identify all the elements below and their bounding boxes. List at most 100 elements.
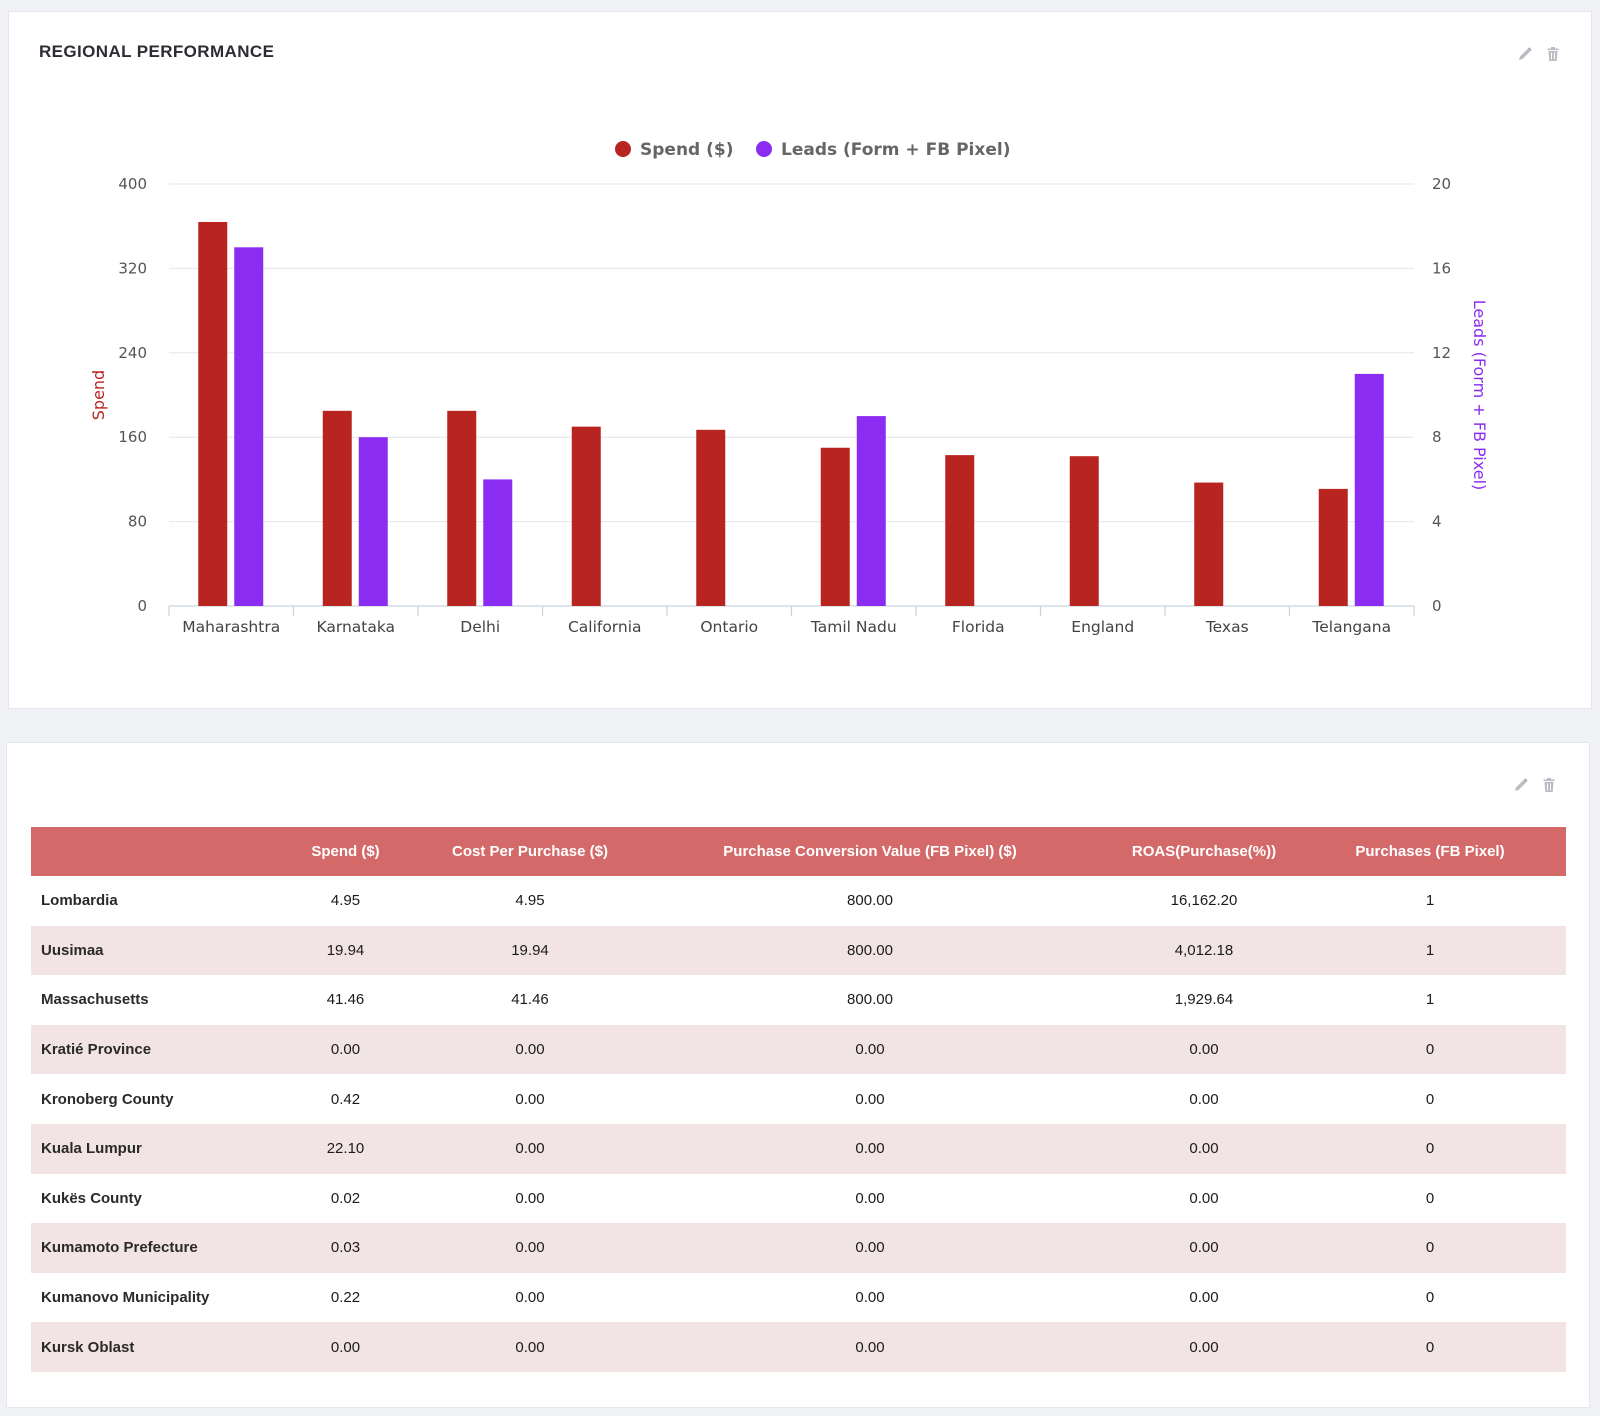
column-header[interactable]: Purchase Conversion Value (FB Pixel) ($) (626, 827, 1114, 876)
column-header[interactable] (31, 827, 257, 876)
table-cell: 41.46 (434, 975, 626, 1025)
table-cell: 0.00 (434, 1272, 626, 1323)
y-left-tick-label: 400 (118, 175, 147, 193)
x-category-label: Telangana (1311, 618, 1391, 636)
spend-bar (945, 455, 975, 606)
table-cell: 0.00 (434, 1074, 626, 1124)
table-row: Massachusetts 41.46 41.46 800.00 1,929.64 1 (31, 975, 1566, 1025)
table-cell: 0.00 (626, 1123, 1114, 1174)
table-header-row: Spend ($) Cost Per Purchase ($) Purchase… (31, 827, 1566, 876)
x-category-label: California (568, 618, 642, 636)
table-cell: 0.00 (257, 1322, 434, 1372)
spend-bar (1318, 488, 1348, 606)
legend-spend-marker (615, 141, 631, 157)
column-header[interactable]: Cost Per Purchase ($) (434, 827, 626, 876)
leads-bar (358, 437, 388, 606)
x-category-label: Maharashtra (182, 618, 280, 636)
y-right-axis-title: Leads (Form + FB Pixel) (1470, 300, 1489, 491)
x-category-label: Delhi (460, 618, 500, 636)
table-cell: 0.22 (257, 1272, 434, 1323)
table-cell: 4,012.18 (1114, 925, 1294, 976)
region-name-cell: Kuala Lumpur (31, 1123, 257, 1174)
table-cell: 4.95 (434, 876, 626, 926)
table-cell: 0.00 (434, 1024, 626, 1075)
x-category-label: Ontario (700, 618, 758, 636)
legend-leads-marker (756, 141, 772, 157)
table-cell: 800.00 (626, 925, 1114, 976)
x-category-label: England (1071, 618, 1134, 636)
table-cell: 0.00 (1114, 1173, 1294, 1224)
table-cell: 0.42 (257, 1074, 434, 1124)
table-cell: 1,929.64 (1114, 975, 1294, 1025)
bar-chart: 0 80 160 240 320 400 0 4 8 12 16 20 Maharashtra Karna… (89, 140, 1489, 636)
table-cell: 0.00 (626, 1223, 1114, 1273)
regional-performance-card: REGIONAL PERFORMANCE 0 80 160 240 320 400 0 4 8 1… (8, 11, 1592, 709)
table-cell: 0.00 (1114, 1123, 1294, 1174)
table-cell: 0.00 (434, 1173, 626, 1224)
table-cell: 0.00 (434, 1223, 626, 1273)
table-cell: 0 (1294, 1322, 1566, 1372)
table-cell: 0.00 (626, 1272, 1114, 1323)
table-cell: 0.00 (257, 1024, 434, 1075)
spend-bar (447, 410, 477, 606)
y-left-axis-title: Spend (89, 370, 108, 420)
region-table-card: Spend ($) Cost Per Purchase ($) Purchase… (6, 742, 1590, 1408)
region-name-cell: Kronoberg County (31, 1074, 257, 1124)
card-tools (1517, 46, 1561, 62)
y-left-tick-label: 160 (118, 428, 147, 446)
y-left-tick-label: 240 (118, 344, 147, 362)
region-data-table: Spend ($) Cost Per Purchase ($) Purchase… (31, 827, 1566, 1372)
table-cell: 0 (1294, 1024, 1566, 1075)
x-category-label: Texas (1205, 618, 1249, 636)
region-name-cell: Massachusetts (31, 975, 257, 1025)
table-cell: 1 (1294, 925, 1566, 976)
x-category-label: Tamil Nadu (810, 618, 897, 636)
table-cell: 0.00 (434, 1322, 626, 1372)
column-header[interactable]: Spend ($) (257, 827, 434, 876)
table-cell: 4.95 (257, 876, 434, 926)
column-header[interactable]: ROAS(Purchase(%)) (1114, 827, 1294, 876)
table-cell: 0.00 (626, 1173, 1114, 1224)
spend-bar (1194, 482, 1224, 606)
spend-bar (322, 410, 352, 606)
spend-bar (696, 429, 726, 606)
table-row: Kronoberg County 0.42 0.00 0.00 0.00 0 (31, 1074, 1566, 1124)
leads-bar (483, 479, 513, 606)
table-row: Kratié Province 0.00 0.00 0.00 0.00 0 (31, 1024, 1566, 1075)
region-name-cell: Uusimaa (31, 925, 257, 976)
table-body: Lombardia 4.95 4.95 800.00 16,162.20 1 Uusimaa… (31, 876, 1566, 1372)
leads-bar (856, 416, 886, 606)
trash-icon[interactable] (1541, 777, 1557, 793)
y-right-tick-label: 8 (1432, 428, 1442, 446)
spend-bar (820, 447, 850, 606)
pencil-icon[interactable] (1517, 46, 1533, 62)
legend-leads-label: Leads (Form + FB Pixel) (781, 140, 1010, 160)
column-header[interactable]: Purchases (FB Pixel) (1294, 827, 1566, 876)
y-right-tick-label: 16 (1432, 259, 1451, 277)
table-cell: 0 (1294, 1272, 1566, 1323)
x-category-label: Karnataka (316, 618, 395, 636)
y-left-tick-label: 80 (128, 513, 147, 531)
region-name-cell: Lombardia (31, 876, 257, 926)
table-cell: 800.00 (626, 975, 1114, 1025)
spend-bar (1069, 456, 1099, 606)
table-row: Kuala Lumpur 22.10 0.00 0.00 0.00 0 (31, 1123, 1566, 1174)
spend-bar (571, 426, 601, 606)
table-cell: 41.46 (257, 975, 434, 1025)
table-cell: 0 (1294, 1173, 1566, 1224)
table-cell: 800.00 (626, 876, 1114, 926)
table-cell: 19.94 (434, 925, 626, 976)
pencil-icon[interactable] (1513, 777, 1529, 793)
card-tools (1513, 777, 1557, 793)
table-cell: 16,162.20 (1114, 876, 1294, 926)
y-right-tick-label: 0 (1432, 597, 1442, 615)
trash-icon[interactable] (1545, 46, 1561, 62)
table-cell: 0 (1294, 1074, 1566, 1124)
y-left-tick-label: 320 (118, 259, 147, 277)
card-title: REGIONAL PERFORMANCE (39, 42, 275, 61)
region-name-cell: Kratié Province (31, 1024, 257, 1075)
table-cell: 0.03 (257, 1223, 434, 1273)
table-row: Uusimaa 19.94 19.94 800.00 4,012.18 1 (31, 925, 1566, 976)
table-cell: 0.00 (1114, 1272, 1294, 1323)
table-cell: 22.10 (257, 1123, 434, 1174)
